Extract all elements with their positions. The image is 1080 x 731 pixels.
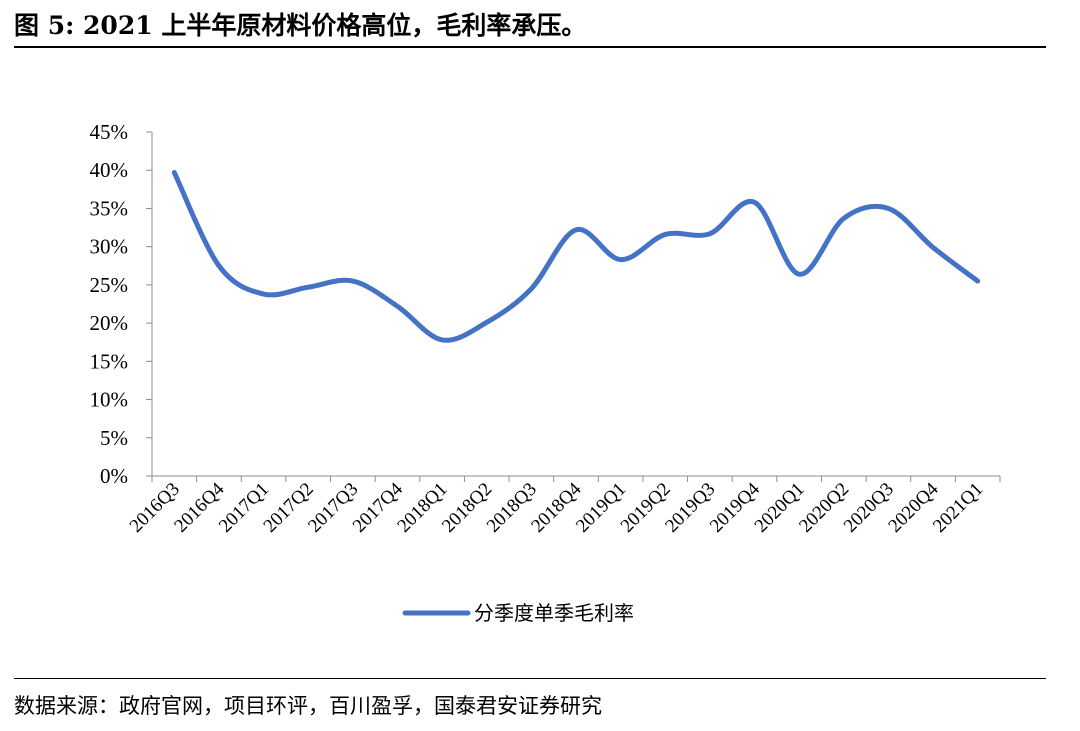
y-axis-ticks: 0% 5% 10% 15% 20% 25% 30% 35% 40% 45% [90, 120, 152, 488]
source-rule [14, 678, 1046, 679]
y-tick-label: 0% [100, 464, 128, 488]
legend-label: 分季度单季毛利率 [474, 601, 634, 625]
y-tick-label: 45% [90, 120, 129, 144]
title-rule [14, 46, 1046, 48]
legend: 分季度单季毛利率 [402, 601, 634, 625]
chart-axes [151, 132, 1000, 477]
figure-title: 图 5: 2021 上半年原材料价格高位，毛利率承压。 [14, 11, 587, 40]
y-tick-label: 25% [90, 273, 129, 297]
x-axis-ticks: 2016Q32016Q42017Q12017Q22017Q32017Q42018… [126, 476, 1001, 537]
y-tick-label: 30% [90, 235, 129, 259]
source-note: 数据来源：政府官网，项目环评，百川盈孚，国泰君安证券研究 [14, 694, 602, 718]
line-chart: 0% 5% 10% 15% 20% 25% 30% 35% 40% 45% 2016Q32016Q… [90, 120, 1001, 625]
y-tick-label: 10% [90, 388, 129, 412]
y-tick-label: 15% [90, 349, 129, 373]
x-tick-label: 2021Q1 [929, 479, 987, 537]
y-tick-label: 40% [90, 158, 129, 182]
y-tick-label: 35% [90, 196, 129, 220]
y-tick-label: 5% [100, 426, 128, 450]
series-line [171, 170, 981, 343]
y-tick-label: 20% [90, 311, 129, 335]
series-layer [171, 170, 981, 343]
